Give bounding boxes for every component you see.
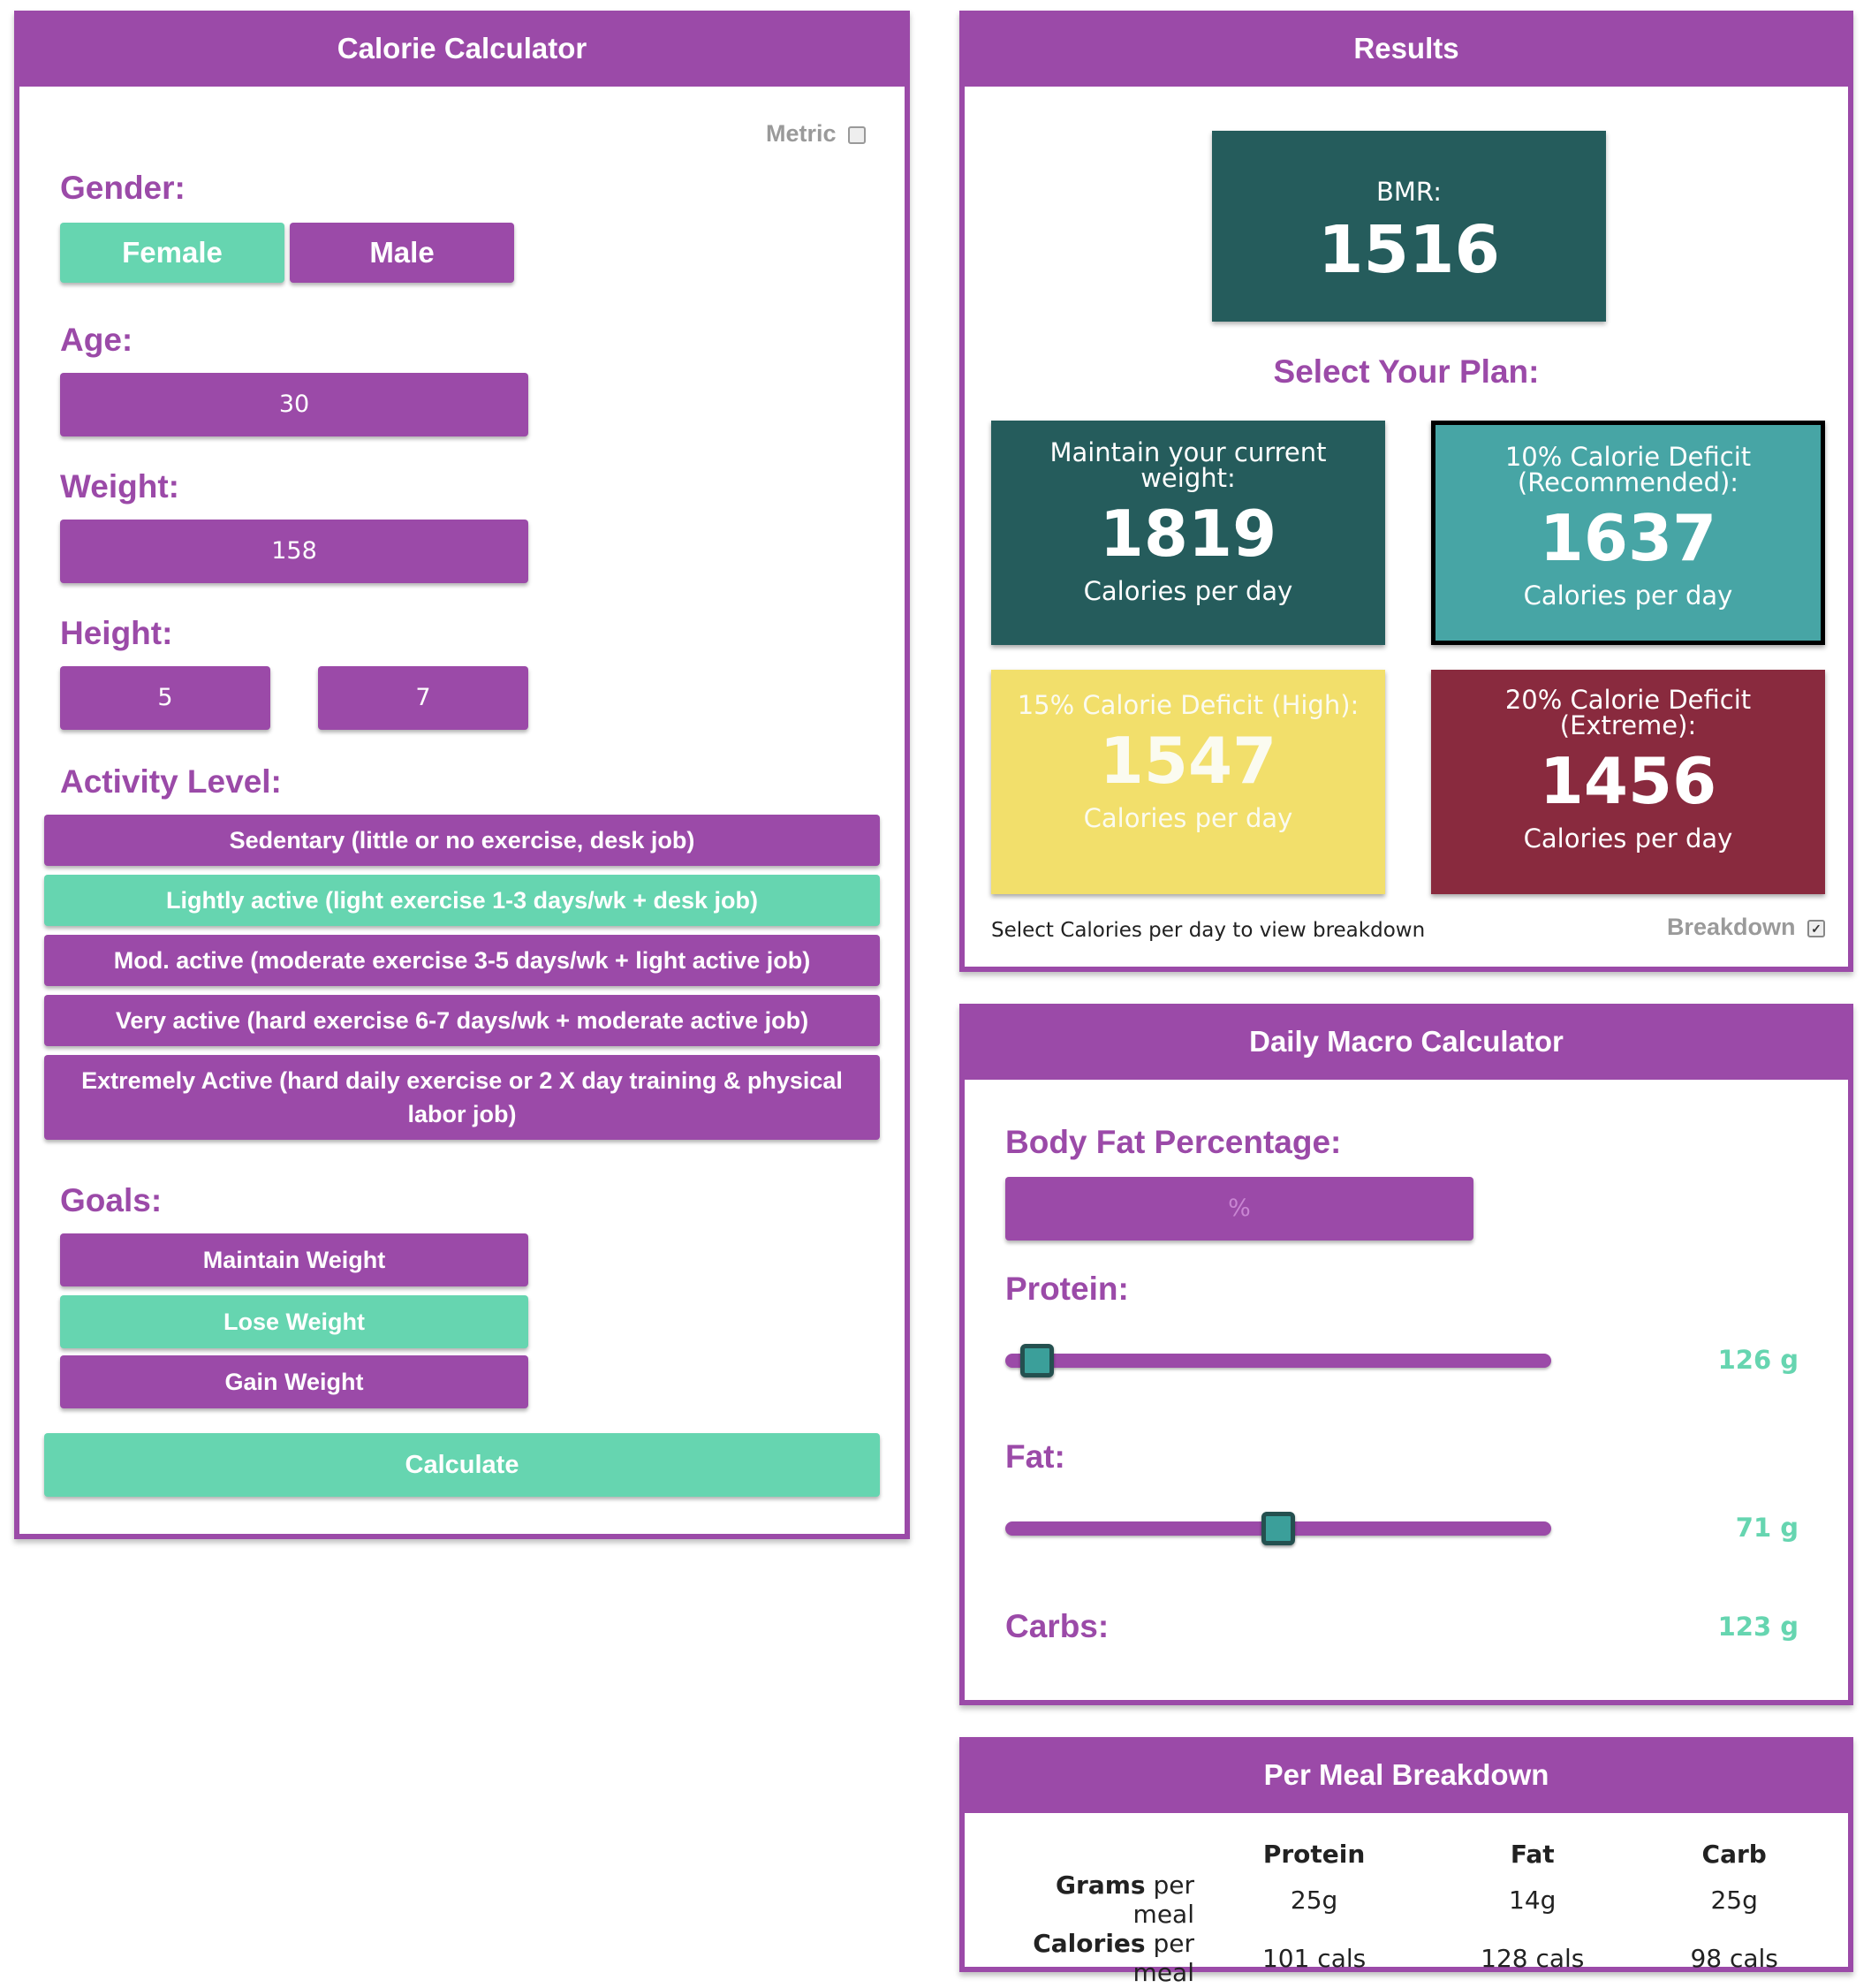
macro-title: Daily Macro Calculator xyxy=(959,1004,1853,1080)
results-panel: Results BMR: 1516 Select Your Plan: Main… xyxy=(959,11,1853,972)
height-feet-input[interactable]: 5 xyxy=(60,666,270,730)
bmr-box: BMR: 1516 xyxy=(1212,131,1606,322)
plan-maintain-value: 1819 xyxy=(1099,497,1277,571)
plan-maintain-title: Maintain your current weight: xyxy=(1049,437,1327,493)
fat-label: Fat: xyxy=(1005,1438,1065,1475)
per-meal-table: Protein Fat Carb Grams per meal 25g 14g … xyxy=(988,1838,1827,1987)
select-plan-heading: Select Your Plan: xyxy=(1273,353,1540,390)
plan-recommended-value: 1637 xyxy=(1539,501,1717,575)
grams-fat-cell: 14g xyxy=(1509,1885,1557,1915)
per-meal-panel: Per Meal Breakdown Protein Fat Carb Gram… xyxy=(959,1737,1853,1987)
column-header-protein: Protein xyxy=(1262,1840,1366,1869)
calories-row-label-bold: Calories xyxy=(1033,1929,1146,1958)
plan-high-card[interactable]: 15% Calorie Deficit (High): 1547 Calorie… xyxy=(991,670,1385,894)
protein-value: 126 g xyxy=(1717,1345,1799,1375)
carbs-label: Carbs: xyxy=(1005,1608,1110,1644)
calories-protein-cell: 101 cals xyxy=(1261,1943,1367,1973)
calculate-button[interactable]: Calculate xyxy=(44,1433,880,1497)
activity-lightly-active-button[interactable]: Lightly active (light exercise 1-3 days/… xyxy=(44,875,880,926)
bodyfat-label: Body Fat Percentage: xyxy=(1005,1124,1342,1160)
calories-carb-cell: 98 cals xyxy=(1690,1943,1778,1973)
plan-extreme-value: 1456 xyxy=(1539,744,1717,818)
goals-label: Goals: xyxy=(60,1182,163,1218)
results-title: Results xyxy=(959,11,1853,87)
weight-label: Weight: xyxy=(60,468,179,505)
activity-label: Activity Level: xyxy=(60,763,282,800)
column-header-carb: Carb xyxy=(1701,1840,1767,1869)
metric-toggle[interactable]: Metric xyxy=(766,120,866,148)
protein-slider-thumb[interactable] xyxy=(1020,1344,1055,1377)
bmr-label: BMR: xyxy=(1376,177,1442,207)
metric-checkbox[interactable] xyxy=(848,125,866,144)
grams-row-label: Grams per meal xyxy=(988,1870,1205,1929)
calorie-calculator-title: Calorie Calculator xyxy=(14,11,910,87)
plan-extreme-subtitle: Calories per day xyxy=(1523,823,1733,854)
goal-gain-button[interactable]: Gain Weight xyxy=(60,1355,528,1408)
goal-maintain-button[interactable]: Maintain Weight xyxy=(60,1233,528,1286)
grams-row-label-bold: Grams xyxy=(1056,1870,1146,1900)
age-input[interactable]: 30 xyxy=(60,373,528,436)
gender-label: Gender: xyxy=(60,170,186,206)
age-label: Age: xyxy=(60,322,133,358)
breakdown-toggle[interactable]: Breakdown ✓ xyxy=(1667,914,1825,941)
plan-extreme-card[interactable]: 20% Calorie Deficit (Extreme): 1456 Calo… xyxy=(1431,670,1825,894)
macro-panel: Daily Macro Calculator Body Fat Percenta… xyxy=(959,1004,1853,1705)
fat-slider-thumb[interactable] xyxy=(1261,1512,1295,1545)
plan-high-title: 15% Calorie Deficit (High): xyxy=(1017,690,1360,720)
plan-maintain-subtitle: Calories per day xyxy=(1083,576,1293,606)
grams-carb-cell: 25g xyxy=(1710,1885,1758,1915)
bmr-value: 1516 xyxy=(1318,212,1500,288)
gender-male-button[interactable]: Male xyxy=(290,223,514,283)
plan-high-subtitle: Calories per day xyxy=(1083,803,1293,833)
activity-very-active-button[interactable]: Very active (hard exercise 6-7 days/wk +… xyxy=(44,995,880,1046)
protein-label: Protein: xyxy=(1005,1271,1129,1307)
plan-recommended-subtitle: Calories per day xyxy=(1523,580,1733,611)
plan-high-value: 1547 xyxy=(1099,724,1277,798)
bodyfat-placeholder: % xyxy=(1228,1195,1251,1222)
column-header-fat: Fat xyxy=(1510,1840,1555,1869)
plan-recommended-card[interactable]: 10% Calorie Deficit (Recommended): 1637 … xyxy=(1431,421,1825,645)
grams-row-label-rest: per meal xyxy=(1132,1870,1194,1929)
activity-extremely-active-button[interactable]: Extremely Active (hard daily exercise or… xyxy=(44,1055,880,1140)
plan-extreme-title: 20% Calorie Deficit (Extreme): xyxy=(1504,685,1752,740)
calories-row-label: Calories per meal xyxy=(988,1929,1205,1987)
per-meal-header-row: Protein Fat Carb xyxy=(988,1838,1827,1870)
goal-lose-button[interactable]: Lose Weight xyxy=(60,1295,528,1348)
gender-female-button[interactable]: Female xyxy=(60,223,284,283)
activity-sedentary-button[interactable]: Sedentary (little or no exercise, desk j… xyxy=(44,815,880,866)
metric-label: Metric xyxy=(765,120,837,147)
breakdown-hint: Select Calories per day to view breakdow… xyxy=(991,919,1426,942)
grams-per-meal-row: Grams per meal 25g 14g 25g xyxy=(988,1870,1827,1929)
fat-value: 71 g xyxy=(1735,1513,1799,1543)
per-meal-title: Per Meal Breakdown xyxy=(959,1737,1853,1813)
activity-moderately-active-button[interactable]: Mod. active (moderate exercise 3-5 days/… xyxy=(44,935,880,986)
grams-protein-cell: 25g xyxy=(1290,1885,1338,1915)
calories-row-label-rest: per meal xyxy=(1132,1929,1194,1987)
plan-recommended-title: 10% Calorie Deficit (Recommended): xyxy=(1504,442,1752,497)
carbs-value: 123 g xyxy=(1717,1612,1799,1642)
breakdown-label: Breakdown xyxy=(1666,914,1796,940)
height-label: Height: xyxy=(60,615,173,651)
weight-input[interactable]: 158 xyxy=(60,520,528,583)
height-inches-input[interactable]: 7 xyxy=(318,666,528,730)
calories-per-meal-row: Calories per meal 101 cals 128 cals 98 c… xyxy=(988,1929,1827,1987)
breakdown-checkbox[interactable]: ✓ xyxy=(1807,919,1825,937)
plan-maintain-card[interactable]: Maintain your current weight: 1819 Calor… xyxy=(991,421,1385,645)
calorie-calculator-panel: Calorie Calculator Metric Gender: Female… xyxy=(14,11,910,1539)
protein-slider-track[interactable] xyxy=(1005,1354,1551,1368)
bodyfat-input[interactable]: % xyxy=(1005,1177,1473,1241)
calories-fat-cell: 128 cals xyxy=(1481,1943,1585,1973)
